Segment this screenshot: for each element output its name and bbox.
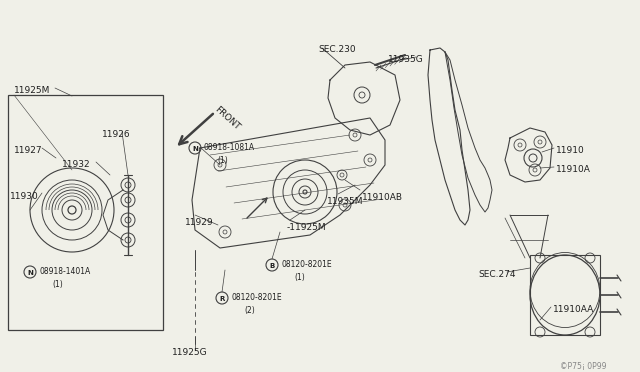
Text: 11932: 11932	[62, 160, 91, 169]
Text: 11910A: 11910A	[556, 165, 591, 174]
Text: 11935G: 11935G	[388, 55, 424, 64]
Text: R: R	[220, 296, 225, 302]
Text: (1): (1)	[217, 156, 228, 165]
Text: SEC.274: SEC.274	[478, 270, 515, 279]
Text: SEC.230: SEC.230	[318, 45, 356, 54]
Text: 11930: 11930	[10, 192, 39, 201]
Text: 11926: 11926	[102, 130, 131, 139]
Text: 08918-1081A: 08918-1081A	[204, 143, 255, 152]
Text: -11925M: -11925M	[287, 223, 326, 232]
Text: 11925G: 11925G	[172, 348, 207, 357]
Text: 11910: 11910	[556, 146, 585, 155]
Text: N: N	[27, 270, 33, 276]
Text: B: B	[269, 263, 275, 269]
Text: 11910AB: 11910AB	[362, 193, 403, 202]
Text: 08120-8201E: 08120-8201E	[281, 260, 332, 269]
Text: N: N	[192, 146, 198, 152]
Bar	[530, 255, 600, 335]
Text: 11910AA: 11910AA	[553, 305, 595, 314]
Text: 11935M: 11935M	[327, 197, 364, 206]
Text: (2): (2)	[244, 306, 255, 315]
Text: 11925M: 11925M	[14, 86, 51, 95]
Text: (1): (1)	[52, 280, 63, 289]
Text: 11927: 11927	[14, 146, 43, 155]
Text: 11929: 11929	[185, 218, 214, 227]
Text: 08120-8201E: 08120-8201E	[231, 293, 282, 302]
Bar	[8, 95, 163, 330]
Text: ©P75¡ 0P99: ©P75¡ 0P99	[560, 362, 607, 371]
Text: FRONT: FRONT	[213, 105, 242, 132]
Text: 08918-1401A: 08918-1401A	[39, 267, 90, 276]
Text: (1): (1)	[294, 273, 305, 282]
